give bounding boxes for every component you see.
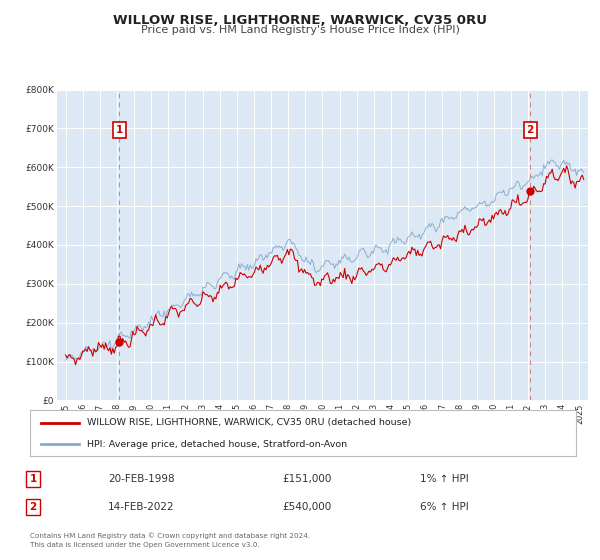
Text: Contains HM Land Registry data © Crown copyright and database right 2024.: Contains HM Land Registry data © Crown c… — [30, 532, 310, 539]
Text: HPI: Average price, detached house, Stratford-on-Avon: HPI: Average price, detached house, Stra… — [88, 440, 347, 449]
Text: 1% ↑ HPI: 1% ↑ HPI — [420, 474, 469, 484]
Text: 1: 1 — [29, 474, 37, 484]
Text: This data is licensed under the Open Government Licence v3.0.: This data is licensed under the Open Gov… — [30, 542, 260, 548]
Text: 1: 1 — [116, 125, 123, 135]
Text: 2: 2 — [29, 502, 37, 512]
Text: WILLOW RISE, LIGHTHORNE, WARWICK, CV35 0RU: WILLOW RISE, LIGHTHORNE, WARWICK, CV35 0… — [113, 14, 487, 27]
Text: 2: 2 — [526, 125, 534, 135]
Text: £151,000: £151,000 — [282, 474, 331, 484]
Text: 20-FEB-1998: 20-FEB-1998 — [108, 474, 175, 484]
Text: £540,000: £540,000 — [282, 502, 331, 512]
Text: WILLOW RISE, LIGHTHORNE, WARWICK, CV35 0RU (detached house): WILLOW RISE, LIGHTHORNE, WARWICK, CV35 0… — [88, 418, 412, 427]
Text: Price paid vs. HM Land Registry's House Price Index (HPI): Price paid vs. HM Land Registry's House … — [140, 25, 460, 35]
Text: 6% ↑ HPI: 6% ↑ HPI — [420, 502, 469, 512]
Text: 14-FEB-2022: 14-FEB-2022 — [108, 502, 175, 512]
